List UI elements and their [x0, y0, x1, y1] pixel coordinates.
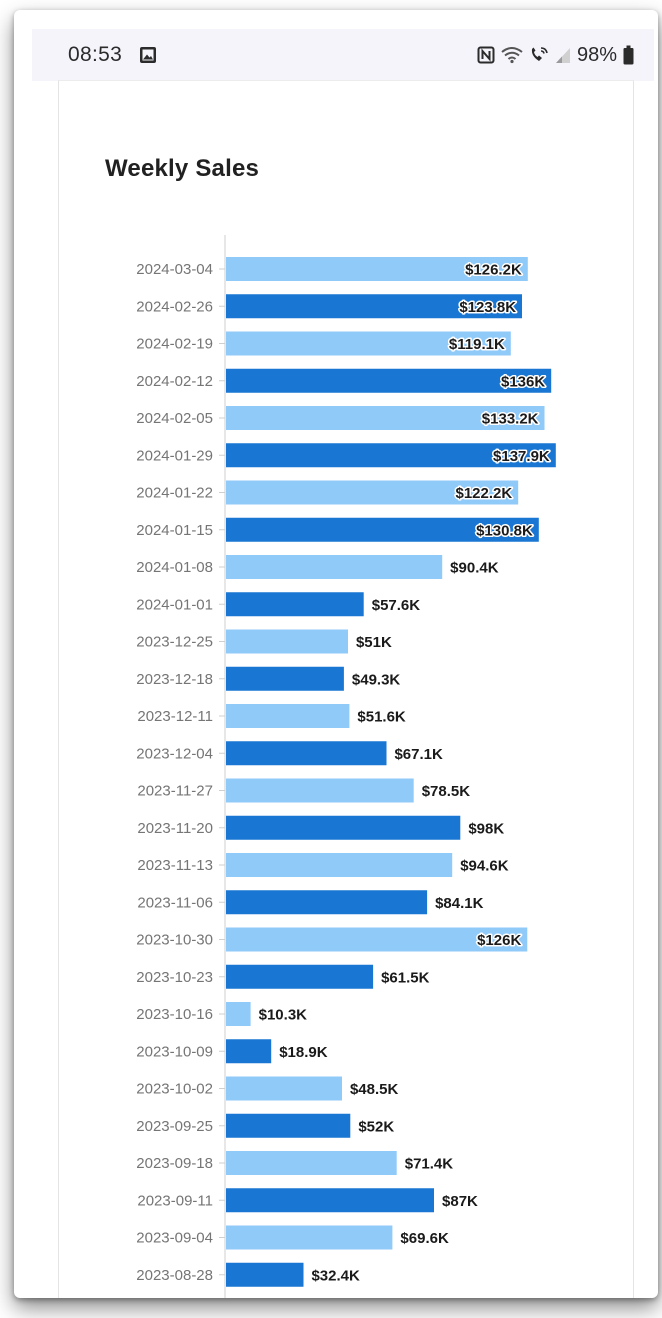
- category-label: 2024-01-22: [136, 485, 213, 502]
- category-label: 2023-11-06: [137, 894, 213, 911]
- data-label: $123.8K: [459, 299, 516, 316]
- status-bar: 08:53: [32, 29, 654, 81]
- category-label: 2024-01-08: [136, 559, 213, 576]
- bar[interactable]: [226, 927, 528, 952]
- bar[interactable]: [226, 368, 552, 393]
- category-label: 2024-01-01: [136, 596, 213, 613]
- bar[interactable]: [226, 890, 428, 915]
- data-label: $122.2K: [455, 485, 512, 502]
- status-time: 08:53: [68, 43, 123, 66]
- data-label: $126.2K: [465, 262, 522, 279]
- bar[interactable]: [226, 480, 519, 505]
- wifi-calling-icon: [531, 47, 548, 61]
- bar[interactable]: [226, 853, 453, 877]
- data-label: $32.4K: [311, 1267, 360, 1284]
- data-label: $84.1K: [435, 895, 484, 912]
- chart-title: Weekly Sales: [105, 155, 260, 182]
- data-label: $94.6K: [460, 858, 509, 875]
- category-label: 2023-10-09: [136, 1043, 213, 1060]
- category-label: 2023-08-28: [136, 1267, 213, 1284]
- data-label: $69.6K: [400, 1230, 449, 1247]
- bar-chart: 2024-03-04 $126.2K 2024-02-26 $123.8K 2024-0…: [136, 235, 556, 1298]
- data-label: $52K: [358, 1118, 394, 1135]
- data-label: $90.4K: [450, 560, 499, 577]
- bar[interactable]: [226, 1039, 272, 1064]
- data-label: $133.2K: [482, 411, 539, 428]
- bar[interactable]: [226, 1002, 251, 1026]
- category-label: 2023-11-27: [137, 783, 213, 800]
- category-label: 2024-02-19: [136, 336, 213, 353]
- data-label: $119.1K: [449, 336, 505, 353]
- category-label: 2024-01-29: [136, 447, 213, 464]
- bar[interactable]: [226, 592, 364, 617]
- data-label: $57.6K: [372, 597, 421, 614]
- category-label: 2024-01-15: [136, 522, 213, 539]
- bar[interactable]: [226, 517, 539, 542]
- bar[interactable]: [226, 1188, 434, 1213]
- category-label: 2023-12-25: [136, 634, 213, 651]
- category-label: 2023-10-30: [136, 932, 213, 949]
- bar[interactable]: [226, 629, 348, 654]
- data-label: $51K: [356, 634, 392, 651]
- chart-card: Weekly Sales: [58, 80, 634, 1298]
- category-label: 2023-09-11: [137, 1192, 213, 1209]
- bar[interactable]: [226, 964, 374, 989]
- data-label: $137.9K: [493, 448, 550, 465]
- bar[interactable]: [226, 704, 350, 728]
- wifi-icon: [501, 47, 523, 64]
- bar[interactable]: [226, 406, 545, 430]
- gallery-icon: [140, 47, 156, 63]
- data-label: $51.6K: [357, 709, 406, 726]
- data-label: $67.1K: [394, 746, 443, 763]
- data-label: $98K: [468, 820, 504, 837]
- data-label: $18.9K: [279, 1044, 328, 1061]
- data-label: $49.3K: [352, 671, 401, 688]
- bar[interactable]: [226, 1262, 304, 1287]
- category-label: 2023-10-16: [136, 1006, 213, 1023]
- category-label: 2023-10-23: [136, 969, 213, 986]
- bar[interactable]: [226, 443, 556, 468]
- bar[interactable]: [226, 331, 511, 356]
- bar[interactable]: [226, 815, 461, 840]
- bar[interactable]: [226, 1076, 342, 1101]
- bar[interactable]: [226, 778, 414, 803]
- category-label: 2024-02-05: [136, 410, 213, 427]
- category-label: 2023-12-18: [136, 671, 213, 688]
- status-icons: 98%: [477, 42, 634, 68]
- data-label: $78.5K: [422, 783, 471, 800]
- category-label: 2023-11-20: [137, 820, 213, 837]
- data-label: $130.8K: [476, 522, 533, 539]
- bar[interactable]: [226, 294, 522, 319]
- bar[interactable]: [226, 257, 528, 281]
- category-label: 2023-11-13: [137, 857, 213, 874]
- signal-icon: [555, 48, 570, 63]
- category-label: 2024-02-12: [136, 373, 213, 390]
- data-label: $10.3K: [259, 1007, 308, 1024]
- data-label: $71.4K: [405, 1156, 454, 1173]
- data-label: $48.5K: [350, 1081, 399, 1098]
- bar[interactable]: [226, 666, 344, 691]
- category-label: 2023-09-04: [136, 1230, 213, 1247]
- bar[interactable]: [226, 1151, 397, 1175]
- category-label: 2023-09-25: [136, 1118, 213, 1135]
- category-label: 2023-12-11: [137, 708, 213, 725]
- battery-icon: [623, 45, 634, 65]
- category-label: 2024-03-04: [136, 261, 213, 278]
- category-label: 2023-10-02: [136, 1081, 213, 1098]
- bar[interactable]: [226, 741, 387, 766]
- data-label: $136K: [501, 373, 545, 390]
- data-label: $61.5K: [381, 969, 430, 986]
- bar[interactable]: [226, 555, 443, 579]
- bar[interactable]: [226, 1225, 393, 1250]
- category-label: 2024-02-26: [136, 298, 213, 315]
- bar[interactable]: [226, 1113, 351, 1138]
- data-label: $87K: [442, 1193, 478, 1210]
- phone-screen: 08:53: [14, 10, 658, 1298]
- category-label: 2023-12-04: [136, 745, 213, 762]
- data-label: $126K: [477, 932, 521, 949]
- nfc-icon: [477, 46, 495, 64]
- battery-percentage: 98%: [576, 43, 617, 66]
- category-label: 2023-09-18: [136, 1155, 213, 1172]
